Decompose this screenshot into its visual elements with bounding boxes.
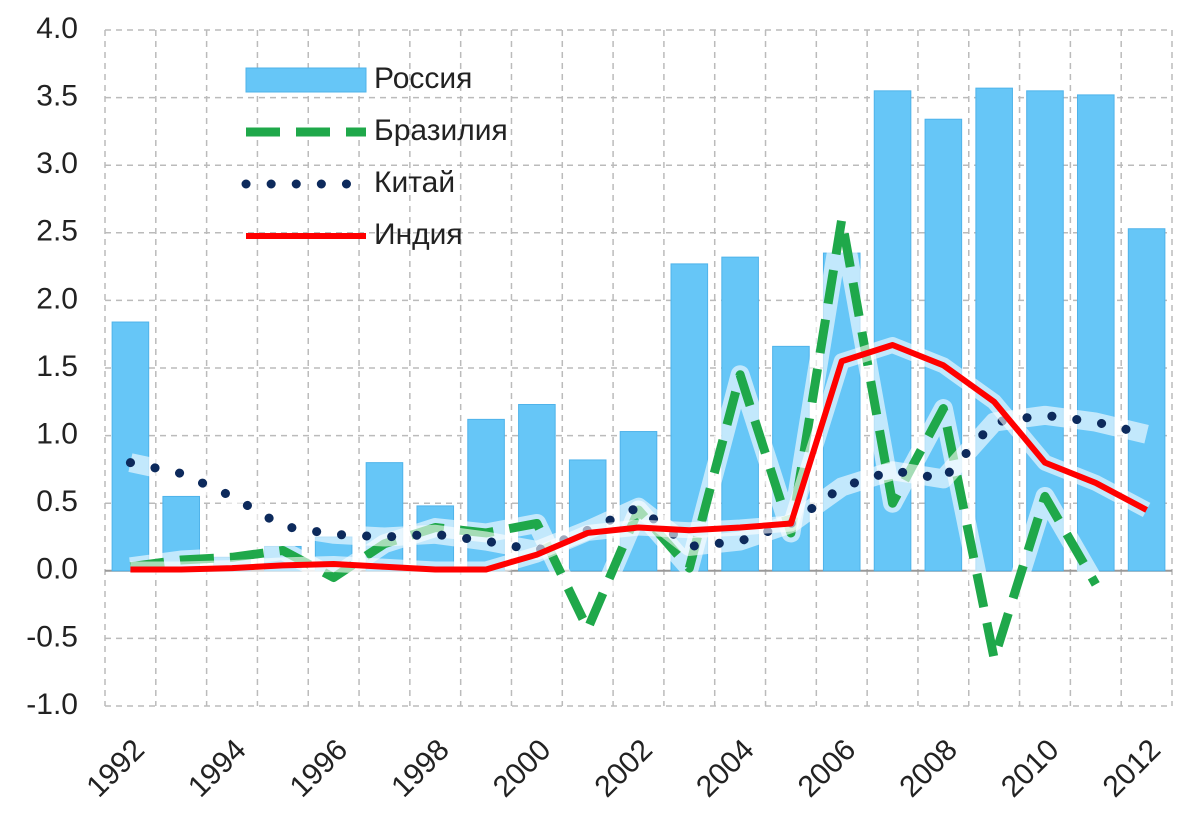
x-tick-label: 2004 <box>690 733 761 804</box>
y-tick-label: 2.5 <box>36 215 78 248</box>
bar <box>111 321 150 572</box>
legend-label: Бразилия <box>374 114 508 147</box>
line-halo <box>128 405 1149 561</box>
y-tick-label: 3.0 <box>36 147 78 180</box>
x-tick-label: 1994 <box>182 733 253 804</box>
x-tick-label: 1996 <box>284 733 355 804</box>
x-tick-label: 2006 <box>792 733 863 804</box>
y-tick-label: -1.0 <box>26 688 78 721</box>
y-tick-label: 3.5 <box>36 80 78 113</box>
y-tick-label: 0.0 <box>36 553 78 586</box>
y-tick-label: 1.0 <box>36 418 78 451</box>
legend-label: Россия <box>374 62 472 95</box>
x-tick-label: 2010 <box>995 733 1066 804</box>
x-tick-label: 2000 <box>487 733 558 804</box>
y-tick-label: 1.5 <box>36 350 78 383</box>
x-tick-label: 1998 <box>385 733 456 804</box>
y-tick-label: 4.0 <box>36 12 78 45</box>
x-tick-label: 2002 <box>589 733 660 804</box>
bar <box>975 87 1013 572</box>
y-tick-label: -0.5 <box>26 620 78 653</box>
x-tick-label: 1992 <box>80 733 151 804</box>
x-tick-label: 2008 <box>893 733 964 804</box>
legend-label: Индия <box>374 218 463 251</box>
bar <box>1076 94 1115 572</box>
bar <box>1127 228 1166 572</box>
y-tick-label: 2.0 <box>36 282 78 315</box>
line <box>129 214 1100 664</box>
y-tick-label: 0.5 <box>36 485 78 518</box>
legend-label: Китай <box>374 166 455 199</box>
line <box>130 342 1149 573</box>
legend-swatch <box>245 67 367 93</box>
x-tick-label: 2012 <box>1097 733 1168 804</box>
